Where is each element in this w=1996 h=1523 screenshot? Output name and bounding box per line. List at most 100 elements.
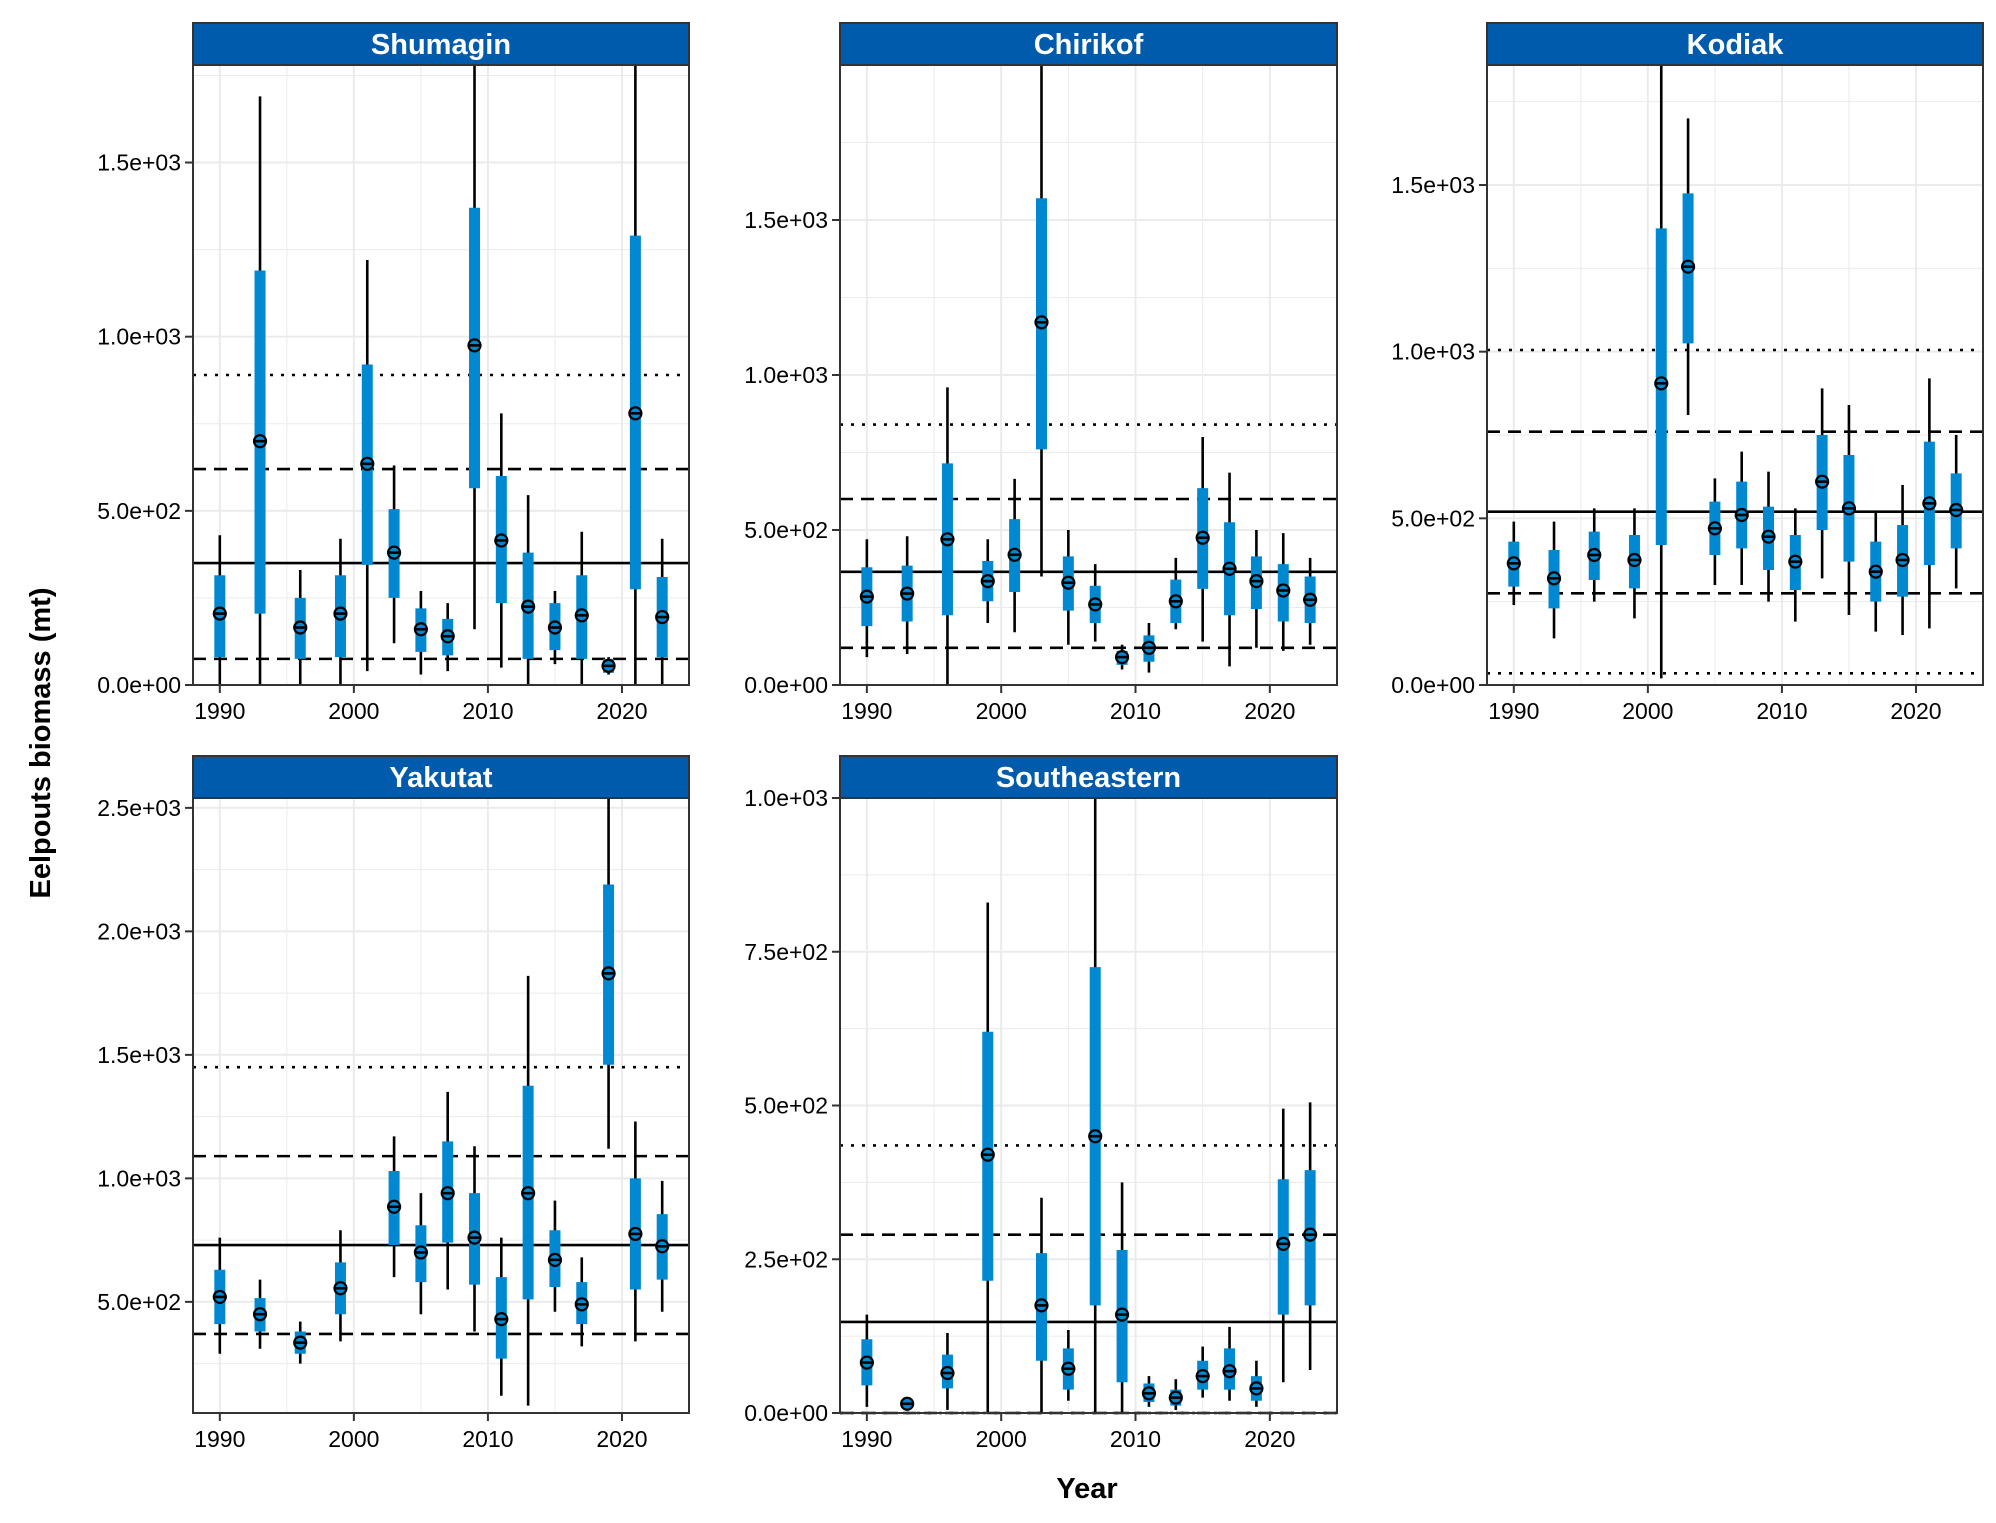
data-point-2009 [1761,471,1776,602]
y-tick-label: 1.5e+03 [97,150,181,176]
data-point-1996 [293,1321,308,1364]
y-tick-label: 1.0e+03 [1391,339,1475,365]
x-tick-label: 2020 [596,698,647,724]
data-point-1993 [252,96,268,685]
data-point-2011 [1141,623,1157,673]
x-tick-label: 1990 [841,698,892,724]
data-point-2011 [1141,1376,1157,1407]
strip-label: Yakutat [389,762,492,794]
data-point-2005 [413,1193,428,1315]
data-point-2017 [574,531,589,685]
data-point-2011 [494,1237,509,1396]
data-point-2001 [1654,65,1669,679]
data-point-2003 [386,465,402,644]
data-point-2021 [1276,533,1291,651]
data-point-1990 [859,1314,874,1407]
data-point-2007 [440,1091,455,1290]
data-point-1999 [1627,508,1642,619]
x-tick-label: 2020 [1244,1426,1295,1452]
data-point-2019 [1895,485,1910,635]
data-point-2005 [413,590,428,675]
strip-background [192,755,690,799]
data-point-2019 [1249,1360,1264,1407]
y-tick-label: 2.5e+02 [744,1246,828,1272]
data-point-2009 [1114,644,1130,670]
data-point-2021 [1922,378,1937,629]
data-point-2015 [1195,1346,1210,1398]
data-point-1990 [1506,521,1521,605]
x-tick-label: 2010 [462,1426,513,1452]
data-point-2019 [1249,530,1264,648]
data-point-1993 [900,1396,915,1411]
y-tick-label: 5.0e+02 [1391,505,1475,531]
y-tick-label: 1.5e+03 [744,207,828,233]
data-point-2003 [1034,65,1049,577]
data-point-2013 [1168,557,1183,630]
data-point-2017 [574,1257,589,1347]
x-tick-label: 2020 [1890,698,1941,724]
panel-chirikof: Chirikof 0.0e+00 5.0e+02 1.0e+03 1.5e+03 1990… [744,22,1338,724]
strip-background [839,22,1338,66]
data-point-2021 [1276,1108,1291,1383]
data-point-1999 [333,1230,348,1342]
x-tick-label: 2000 [976,1426,1027,1452]
data-point-2007 [1734,451,1749,585]
y-tick-label: 0.0e+00 [97,672,181,698]
data-point-1999 [333,538,348,685]
data-point-2015 [547,1200,563,1312]
data-point-2005 [1707,478,1722,585]
data-point-2007 [1088,564,1103,642]
y-tick-label: 1.5e+03 [97,1042,181,1068]
data-point-2023 [655,1180,670,1312]
y-tick-label: 1.5e+03 [1391,172,1475,198]
strip-label: Kodiak [1687,29,1785,61]
x-tick-label: 2010 [1756,698,1807,724]
data-point-2013 [1168,1379,1183,1410]
y-tick-label: 2.5e+03 [97,795,181,821]
x-tick-label: 1990 [194,1426,245,1452]
x-tick-label: 2010 [462,698,513,724]
y-tick-label: 5.0e+02 [97,498,181,524]
data-point-1990 [212,535,227,685]
x-tick-label: 1990 [841,1426,892,1452]
data-point-2021 [628,1121,643,1342]
data-point-2007 [1088,798,1103,1413]
y-tick-label: 5.0e+02 [744,517,828,543]
panels: Shumagin 0.0e+00 5.0e+02 1.0e+03 1.5e+03 1990… [97,22,1984,1452]
x-tick-label: 2020 [1244,698,1295,724]
y-tick-label: 7.5e+02 [744,939,828,965]
strip-background [192,22,690,66]
panel-background [193,798,689,1413]
panel-background [193,65,689,685]
data-point-2017 [1222,1326,1237,1401]
data-point-2003 [1034,1197,1049,1413]
data-point-2001 [1007,478,1022,633]
data-point-2017 [1222,472,1237,667]
data-point-1996 [1587,508,1602,602]
data-point-2013 [521,495,536,685]
data-point-2009 [1114,1182,1130,1413]
data-point-1999 [980,539,995,623]
data-point-2023 [655,538,670,685]
y-tick-label: 1.0e+03 [744,785,828,811]
data-point-2005 [1061,530,1076,645]
data-point-1999 [980,902,995,1413]
data-point-2023 [1303,557,1318,645]
x-tick-label: 2000 [1622,698,1673,724]
x-tick-label: 2000 [328,698,379,724]
strip-label: Shumagin [371,29,511,61]
data-point-2009 [467,1146,482,1332]
y-tick-label: 0.0e+00 [744,672,828,698]
panel-background [1487,65,1983,685]
data-point-2001 [360,260,375,672]
strip-label: Southeastern [996,762,1181,794]
data-point-2011 [494,413,509,668]
panel-yakutat: Yakutat 5.0e+02 1.0e+03 1.5e+03 2.0e+03 2.5e+… [97,755,690,1452]
y-axis-title: Eelpouts biomass (mt) [25,588,57,899]
y-tick-label: 5.0e+02 [97,1289,181,1315]
x-tick-label: 2020 [596,1426,647,1452]
panel-shumagin: Shumagin 0.0e+00 5.0e+02 1.0e+03 1.5e+03 1990… [97,22,690,724]
data-point-2015 [1195,437,1210,642]
x-tick-label: 2000 [976,698,1027,724]
